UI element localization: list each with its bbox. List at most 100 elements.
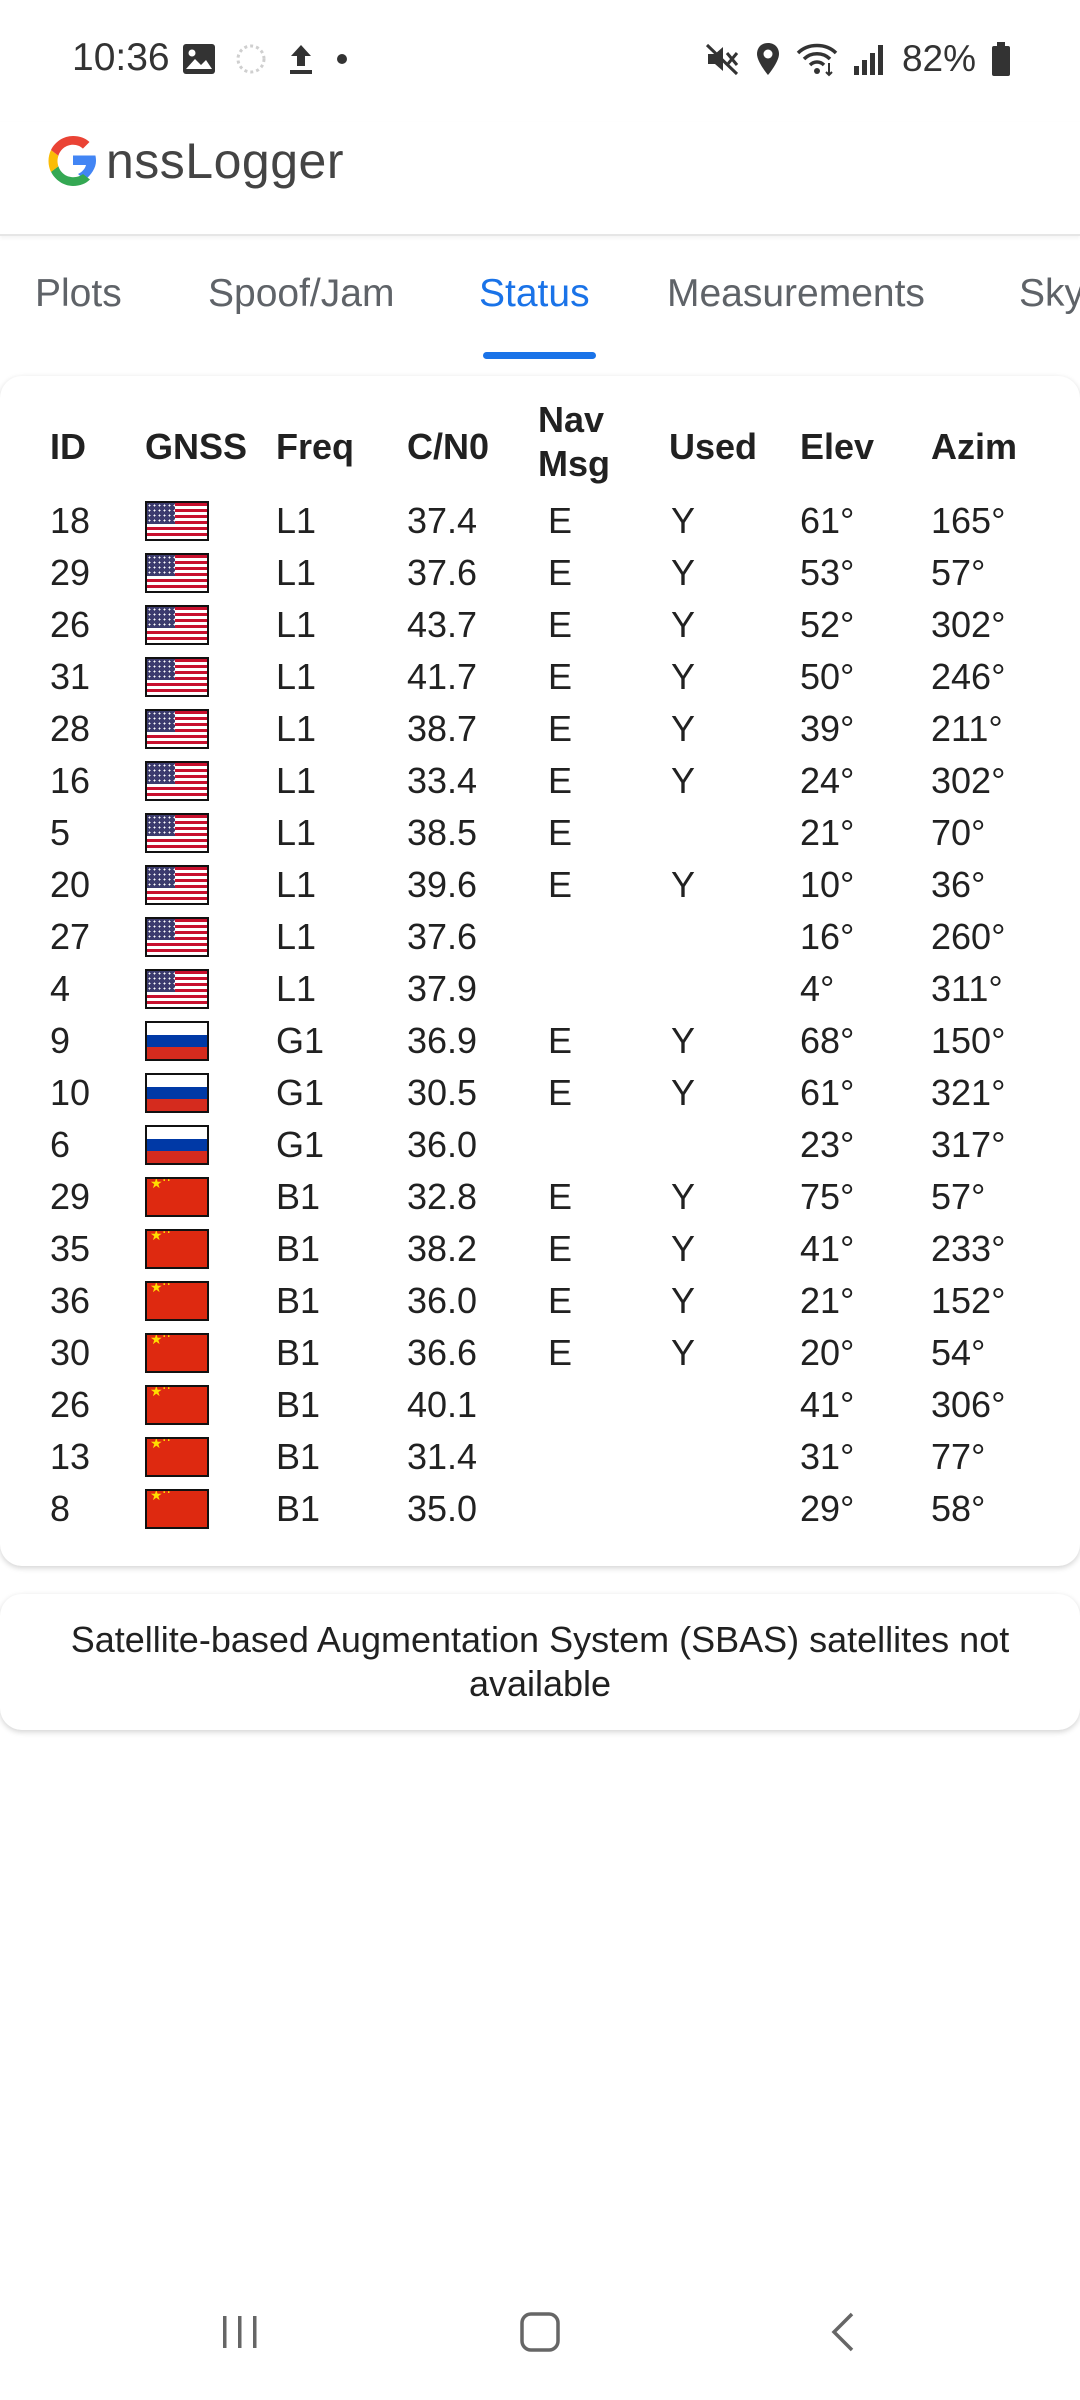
status-right-icons: 82% — [704, 38, 1012, 80]
cell-used: Y — [671, 864, 696, 905]
cell-nav-msg: E — [548, 812, 573, 853]
tab-spoof-jam[interactable]: Spoof/Jam — [208, 272, 395, 315]
cell-elev: 23° — [800, 1124, 855, 1165]
cell-elev: 21° — [800, 1280, 855, 1321]
sbas-card: Satellite-based Augmentation System (SBA… — [0, 1594, 1080, 1730]
cell-nav-msg: E — [548, 656, 573, 697]
flag-us-icon — [145, 813, 209, 853]
flag-us-icon — [145, 501, 209, 541]
sbas-message: Satellite-based Augmentation System (SBA… — [70, 1619, 1010, 1704]
cell-nav-msg: E — [548, 604, 573, 645]
cell-azim: 165° — [931, 500, 1006, 541]
cell-freq: G1 — [276, 1072, 325, 1113]
cell-elev: 53° — [800, 552, 855, 593]
cell-freq: G1 — [276, 1124, 325, 1165]
cell-cn0: 41.7 — [407, 656, 478, 697]
back-icon[interactable] — [822, 2310, 866, 2354]
cell-cn0: 36.0 — [407, 1280, 478, 1321]
status-time: 10:36 — [72, 36, 170, 79]
cell-elev: 41° — [800, 1228, 855, 1269]
cell-used: Y — [671, 1332, 696, 1373]
flag-us-icon — [145, 709, 209, 749]
signal-icon — [852, 42, 888, 76]
cell-azim: 54° — [931, 1332, 986, 1373]
cell-used: Y — [671, 656, 696, 697]
flag-cn-icon — [145, 1385, 209, 1425]
cell-freq: L1 — [276, 968, 317, 1009]
cell-used: Y — [671, 500, 696, 541]
cell-freq: B1 — [276, 1176, 321, 1217]
wifi-icon — [796, 41, 838, 77]
cell-id: 28 — [50, 708, 91, 749]
cell-cn0: 37.9 — [407, 968, 478, 1009]
cell-azim: 317° — [931, 1124, 1006, 1165]
cell-nav-msg: E — [548, 500, 573, 541]
header-freq: Freq — [276, 426, 355, 467]
cell-nav-msg: E — [548, 552, 573, 593]
tab-plots[interactable]: Plots — [35, 272, 122, 315]
flag-ru-icon — [145, 1073, 209, 1113]
cell-elev: 61° — [800, 500, 855, 541]
cell-freq: B1 — [276, 1488, 321, 1529]
satellite-status-card: ID GNSS Freq C/N0 Nav Msg Used Elev Azim… — [0, 376, 1080, 1566]
tab-status[interactable]: Status — [479, 272, 590, 315]
cell-nav-msg: E — [548, 1280, 573, 1321]
cell-azim: 302° — [931, 604, 1006, 645]
cell-id: 29 — [50, 1176, 91, 1217]
cell-freq: B1 — [276, 1228, 321, 1269]
flag-cn-icon — [145, 1333, 209, 1373]
cell-elev: 24° — [800, 760, 855, 801]
location-icon — [754, 41, 782, 77]
cell-cn0: 38.2 — [407, 1228, 478, 1269]
battery-percent: 82% — [901, 38, 976, 79]
cell-freq: L1 — [276, 864, 317, 905]
cell-azim: 150° — [931, 1020, 1006, 1061]
flag-us-icon — [145, 969, 209, 1009]
cell-freq: L1 — [276, 500, 317, 541]
header-elev: Elev — [800, 426, 875, 467]
tab-sky[interactable]: Sky — [1019, 272, 1080, 315]
cell-azim: 57° — [931, 552, 986, 593]
cell-nav-msg: E — [548, 1020, 573, 1061]
flag-cn-icon — [145, 1489, 209, 1529]
active-tab-indicator — [483, 352, 596, 359]
cell-id: 26 — [50, 604, 91, 645]
cell-id: 13 — [50, 1436, 91, 1477]
cell-elev: 21° — [800, 812, 855, 853]
cell-cn0: 37.6 — [407, 552, 478, 593]
dot-icon — [334, 51, 350, 67]
cell-freq: L1 — [276, 656, 317, 697]
cell-elev: 39° — [800, 708, 855, 749]
cell-id: 36 — [50, 1280, 91, 1321]
loading-icon — [234, 42, 268, 76]
cell-azim: 36° — [931, 864, 986, 905]
cell-freq: B1 — [276, 1384, 321, 1425]
cell-azim: 311° — [931, 968, 1003, 1009]
cell-elev: 29° — [800, 1488, 855, 1529]
cell-freq: L1 — [276, 552, 317, 593]
app-bar: nssLogger — [0, 122, 1080, 236]
cell-id: 16 — [50, 760, 91, 801]
flag-us-icon — [145, 657, 209, 697]
cell-freq: L1 — [276, 708, 317, 749]
home-icon[interactable] — [518, 2310, 562, 2354]
cell-azim: 77° — [931, 1436, 986, 1477]
cell-freq: L1 — [276, 916, 317, 957]
cell-id: 35 — [50, 1228, 91, 1269]
recent-apps-icon[interactable] — [218, 2310, 262, 2354]
cell-freq: L1 — [276, 604, 317, 645]
cell-nav-msg: E — [548, 864, 573, 905]
flag-cn-icon — [145, 1177, 209, 1217]
cell-id: 30 — [50, 1332, 91, 1373]
cell-elev: 10° — [800, 864, 855, 905]
cell-azim: 57° — [931, 1176, 986, 1217]
header-gnss: GNSS — [145, 426, 248, 467]
cell-id: 9 — [50, 1020, 71, 1061]
cell-cn0: 37.6 — [407, 916, 478, 957]
flag-us-icon — [145, 917, 209, 957]
cell-freq: G1 — [276, 1020, 325, 1061]
cell-id: 18 — [50, 500, 91, 541]
cell-azim: 58° — [931, 1488, 986, 1529]
cell-nav-msg: E — [548, 1228, 573, 1269]
tab-measurements[interactable]: Measurements — [667, 272, 925, 315]
